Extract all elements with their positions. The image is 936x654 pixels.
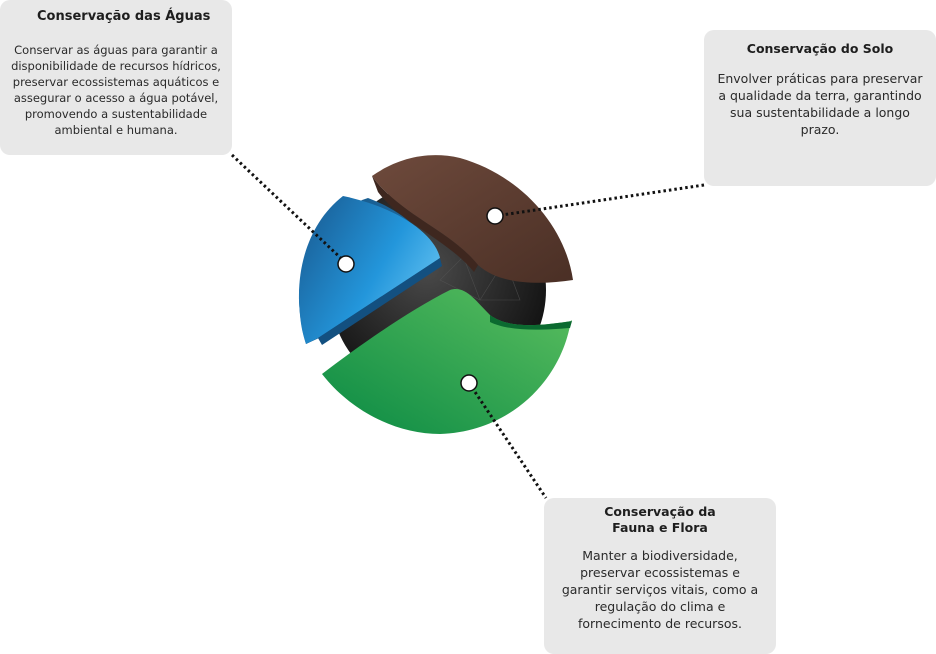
marker-dot-aguas (337, 255, 355, 273)
card-description: Manter a biodiversidade, preservar ecoss… (561, 548, 759, 631)
card-description: Envolver práticas para preservar a quali… (717, 71, 923, 137)
connector-solo (494, 183, 705, 218)
water-segment (298, 196, 442, 345)
marker-dot-fauna (460, 374, 478, 392)
soil-segment (372, 155, 573, 283)
card-title: Conservação das Águas (37, 9, 211, 24)
card-conservacao-solo: Conservação do Solo Envolver práticas pa… (704, 30, 936, 186)
card-title: Conservação da Fauna e Flora (604, 504, 716, 535)
card-conservacao-aguas: Conservação das Águas Conservar as águas… (0, 0, 232, 155)
connector-aguas (230, 153, 348, 265)
marker-dot-solo (486, 207, 504, 225)
card-conservacao-fauna-flora: Conservação da Fauna e Flora Manter a bi… (544, 498, 776, 654)
card-description: Conservar as águas para garantir a dispo… (11, 43, 221, 137)
card-title: Conservação do Solo (746, 41, 894, 56)
flora-segment (322, 289, 572, 434)
connectors (230, 153, 705, 499)
connector-fauna (467, 382, 548, 499)
